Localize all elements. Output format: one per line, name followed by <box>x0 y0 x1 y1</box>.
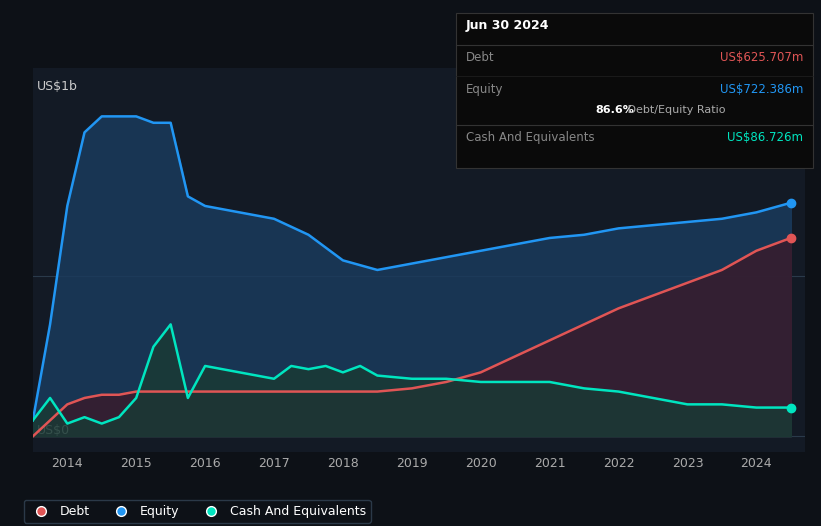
Text: US$625.707m: US$625.707m <box>719 51 803 64</box>
Text: US$1b: US$1b <box>37 80 77 93</box>
Text: US$86.726m: US$86.726m <box>727 131 803 144</box>
Text: Cash And Equivalents: Cash And Equivalents <box>466 131 594 144</box>
Legend: Debt, Equity, Cash And Equivalents: Debt, Equity, Cash And Equivalents <box>24 500 370 523</box>
Text: Debt: Debt <box>466 51 494 64</box>
Text: US$0: US$0 <box>37 424 70 437</box>
Text: Debt/Equity Ratio: Debt/Equity Ratio <box>624 105 726 115</box>
Text: 86.6%: 86.6% <box>595 105 634 115</box>
Text: US$722.386m: US$722.386m <box>719 83 803 96</box>
Text: Jun 30 2024: Jun 30 2024 <box>466 19 549 33</box>
Text: Equity: Equity <box>466 83 503 96</box>
